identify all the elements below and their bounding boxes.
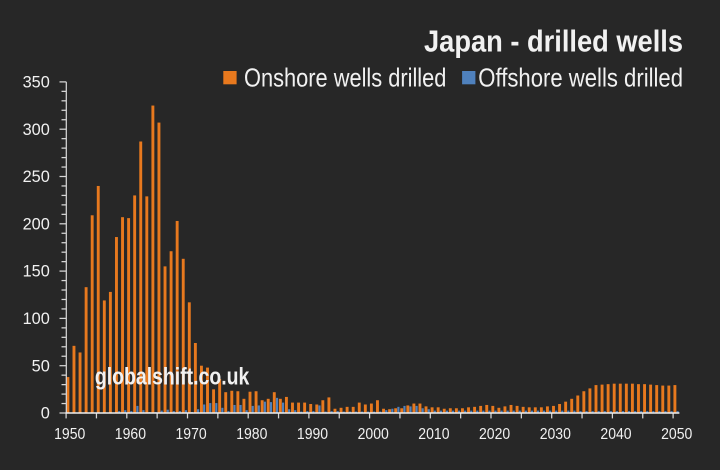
svg-text:100: 100 <box>23 310 50 328</box>
svg-text:Japan - drilled wells: Japan - drilled wells <box>424 24 683 59</box>
svg-text:50: 50 <box>32 357 50 375</box>
svg-text:2040: 2040 <box>600 426 631 443</box>
svg-text:globalshift.co.uk: globalshift.co.uk <box>95 363 250 390</box>
svg-text:2030: 2030 <box>540 426 571 443</box>
svg-text:1950: 1950 <box>54 426 85 443</box>
svg-text:2000: 2000 <box>358 426 389 443</box>
svg-text:1960: 1960 <box>115 426 146 443</box>
svg-text:200: 200 <box>23 215 50 233</box>
svg-text:2010: 2010 <box>418 426 449 443</box>
svg-text:2020: 2020 <box>479 426 510 443</box>
svg-text:1980: 1980 <box>236 426 267 443</box>
svg-text:1970: 1970 <box>176 426 207 443</box>
svg-text:300: 300 <box>23 121 50 139</box>
svg-text:0: 0 <box>41 405 50 423</box>
svg-text:Onshore wells drilled: Onshore wells drilled <box>244 63 446 93</box>
svg-text:Offshore wells drilled: Offshore wells drilled <box>478 63 683 93</box>
svg-text:2050: 2050 <box>661 426 692 443</box>
svg-text:250: 250 <box>23 168 50 186</box>
svg-text:1990: 1990 <box>297 426 328 443</box>
svg-text:350: 350 <box>23 74 50 92</box>
svg-text:150: 150 <box>23 263 50 281</box>
